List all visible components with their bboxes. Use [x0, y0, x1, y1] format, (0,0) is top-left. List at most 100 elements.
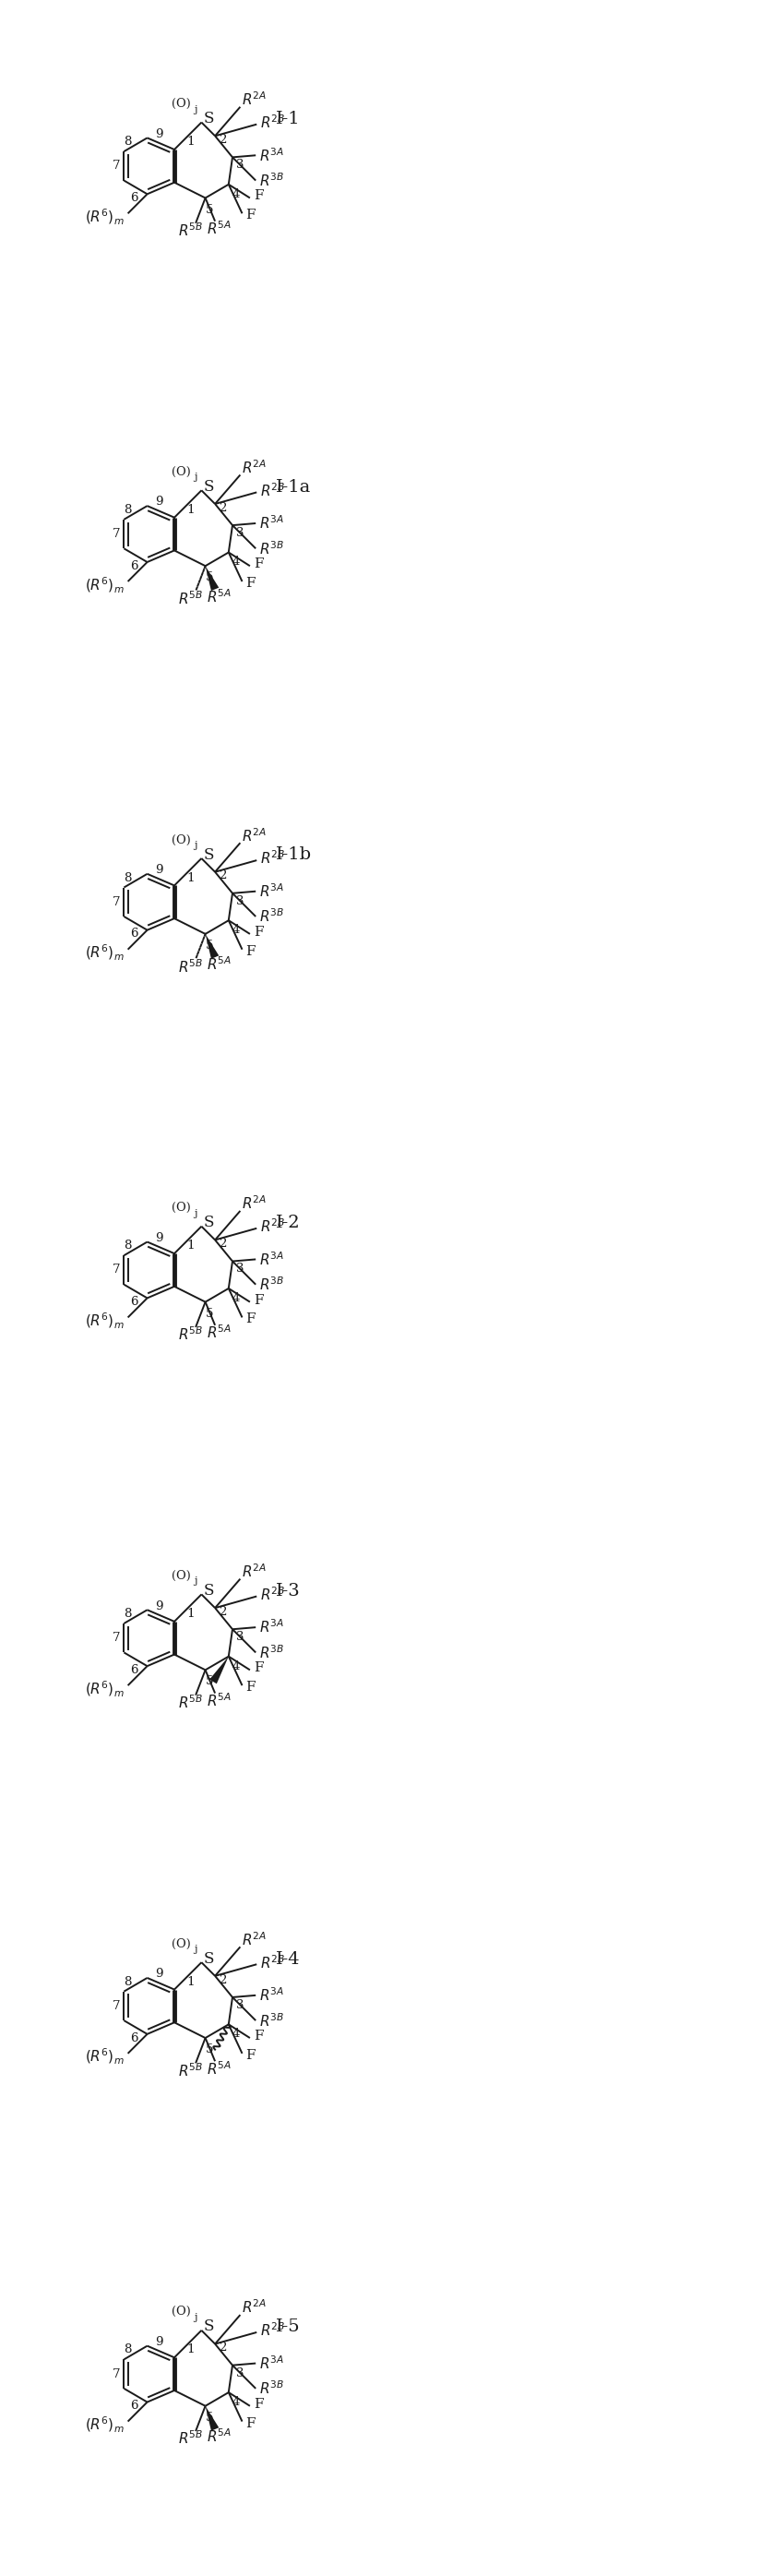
Text: j: j: [194, 1577, 197, 1587]
Text: $R^{5A}$: $R^{5A}$: [207, 587, 231, 605]
Text: 9: 9: [155, 497, 163, 507]
Text: j: j: [194, 2313, 197, 2321]
Text: $R^{2A}$: $R^{2A}$: [242, 459, 267, 477]
Text: 7: 7: [112, 1999, 120, 2012]
Text: 5: 5: [205, 204, 213, 216]
Text: $R^{5B}$: $R^{5B}$: [178, 222, 203, 240]
Text: 3: 3: [236, 1999, 244, 2012]
Text: 7: 7: [112, 1633, 120, 1643]
Text: 7: 7: [112, 896, 120, 907]
Text: $R^{2A}$: $R^{2A}$: [242, 90, 267, 108]
Text: I-1: I-1: [276, 111, 301, 126]
Text: 6: 6: [130, 1296, 138, 1309]
Text: $R^{3B}$: $R^{3B}$: [259, 1275, 284, 1293]
Text: $R^{3B}$: $R^{3B}$: [259, 173, 284, 188]
Text: I-1a: I-1a: [276, 479, 312, 495]
Polygon shape: [205, 935, 219, 958]
Text: 1: 1: [187, 137, 195, 147]
Text: 2: 2: [219, 134, 227, 147]
Text: 8: 8: [124, 1976, 132, 1989]
Text: 8: 8: [124, 871, 132, 884]
Text: 1: 1: [187, 871, 195, 884]
Text: $R^{2B}$: $R^{2B}$: [261, 1218, 286, 1234]
Text: $(R^6)_m$: $(R^6)_m$: [85, 209, 124, 227]
Text: 2: 2: [219, 2342, 227, 2354]
Text: 5: 5: [205, 1309, 213, 1319]
Text: 4: 4: [232, 1659, 240, 1672]
Text: 1: 1: [187, 1976, 195, 1989]
Text: (O): (O): [171, 1937, 190, 1950]
Text: F: F: [246, 577, 255, 590]
Text: F: F: [246, 945, 255, 958]
Text: $R^{3A}$: $R^{3A}$: [259, 2354, 284, 2372]
Text: (O): (O): [171, 835, 190, 845]
Text: $R^{5A}$: $R^{5A}$: [207, 2429, 231, 2445]
Text: j: j: [194, 840, 197, 850]
Text: I-1b: I-1b: [276, 848, 312, 863]
Text: $R^{2A}$: $R^{2A}$: [242, 1932, 267, 1947]
Text: $R^{5B}$: $R^{5B}$: [178, 2429, 203, 2447]
Text: 4: 4: [232, 2396, 240, 2409]
Polygon shape: [210, 1656, 229, 1685]
Text: 6: 6: [130, 2401, 138, 2411]
Text: $R^{2B}$: $R^{2B}$: [261, 482, 286, 500]
Text: 9: 9: [155, 1231, 163, 1244]
Text: $R^{2A}$: $R^{2A}$: [242, 827, 267, 845]
Text: 3: 3: [236, 1631, 244, 1643]
Text: j: j: [194, 1945, 197, 1955]
Text: I-2: I-2: [276, 1216, 301, 1231]
Text: $R^{2B}$: $R^{2B}$: [261, 2321, 286, 2339]
Text: 1: 1: [187, 1239, 195, 1252]
Text: (O): (O): [171, 1569, 190, 1582]
Text: 8: 8: [124, 1607, 132, 1620]
Text: 3: 3: [236, 160, 244, 170]
Text: 2: 2: [219, 502, 227, 513]
Text: 4: 4: [232, 1293, 240, 1303]
Text: I-3: I-3: [276, 1582, 301, 1600]
Text: 3: 3: [236, 528, 244, 538]
Text: $R^{3B}$: $R^{3B}$: [259, 541, 284, 556]
Text: F: F: [246, 2416, 255, 2429]
Text: $R^{5B}$: $R^{5B}$: [178, 1695, 203, 1710]
Text: 3: 3: [236, 2367, 244, 2380]
Text: j: j: [194, 474, 197, 482]
Text: $R^{3A}$: $R^{3A}$: [259, 1986, 284, 2004]
Text: (O): (O): [171, 1203, 190, 1213]
Text: 6: 6: [130, 927, 138, 940]
Text: $R^{3B}$: $R^{3B}$: [259, 2380, 284, 2398]
Text: 2: 2: [219, 1605, 227, 1618]
Text: 7: 7: [112, 160, 120, 173]
Text: 2: 2: [219, 1973, 227, 1986]
Text: 5: 5: [205, 940, 213, 951]
Text: $R^{5B}$: $R^{5B}$: [178, 2061, 203, 2079]
Text: $R^{3A}$: $R^{3A}$: [259, 515, 284, 533]
Text: S: S: [203, 1950, 214, 1965]
Text: 9: 9: [155, 129, 163, 139]
Text: S: S: [203, 1582, 214, 1600]
Text: (O): (O): [171, 98, 190, 111]
Text: $R^{3B}$: $R^{3B}$: [259, 1643, 284, 1662]
Text: 1: 1: [187, 505, 195, 515]
Text: (O): (O): [171, 2306, 190, 2318]
Text: $R^{2B}$: $R^{2B}$: [261, 113, 286, 131]
Text: S: S: [203, 111, 214, 126]
Text: $(R^6)_m$: $(R^6)_m$: [85, 1680, 124, 1700]
Text: 9: 9: [155, 1600, 163, 1613]
Text: 9: 9: [155, 1968, 163, 1981]
Text: 3: 3: [236, 894, 244, 907]
Text: j: j: [194, 106, 197, 113]
Text: 9: 9: [155, 863, 163, 876]
Text: $R^{5B}$: $R^{5B}$: [178, 1327, 203, 1342]
Text: I-4: I-4: [276, 1950, 301, 1968]
Text: $(R^6)_m$: $(R^6)_m$: [85, 1311, 124, 1332]
Text: 7: 7: [112, 1265, 120, 1275]
Text: F: F: [254, 556, 264, 569]
Text: $R^{3A}$: $R^{3A}$: [259, 147, 284, 165]
Text: $(R^6)_m$: $(R^6)_m$: [85, 2416, 124, 2434]
Text: $R^{5A}$: $R^{5A}$: [207, 956, 231, 974]
Text: 8: 8: [124, 1239, 132, 1252]
Text: $R^{5A}$: $R^{5A}$: [207, 1324, 231, 1342]
Text: $R^{5A}$: $R^{5A}$: [207, 219, 231, 237]
Text: 5: 5: [205, 2411, 213, 2424]
Text: $(R^6)_m$: $(R^6)_m$: [85, 2048, 124, 2066]
